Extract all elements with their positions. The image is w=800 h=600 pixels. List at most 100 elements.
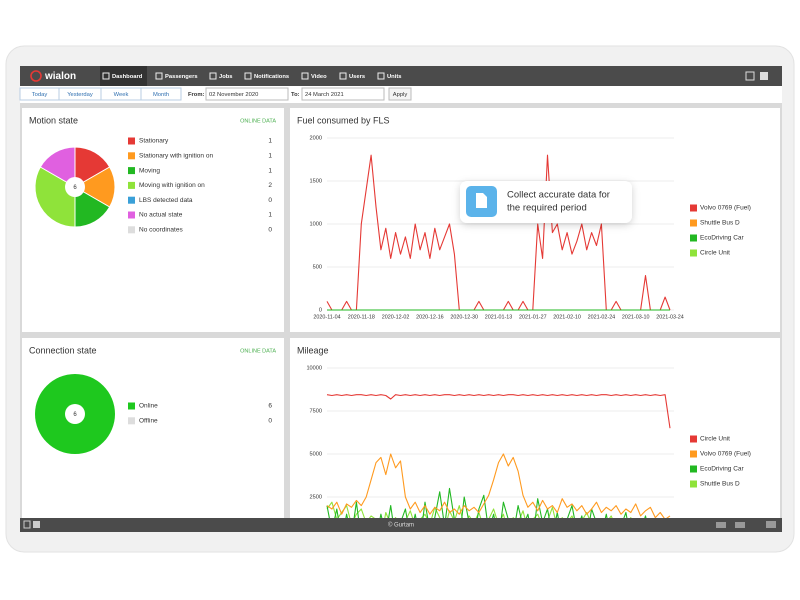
- legend-swatch: [128, 211, 135, 219]
- legend-swatch: [128, 226, 135, 234]
- footer-bar: [20, 518, 782, 532]
- y-tick-label: 500: [313, 264, 322, 270]
- legend-swatch: [690, 219, 697, 227]
- series-line: [326, 453, 671, 518]
- icon: [23, 520, 31, 529]
- y-tick-label: 7500: [310, 408, 322, 414]
- plot: 2500 5000 7500 10000: [306, 365, 674, 518]
- x-tick-label: 2020-11-18: [348, 314, 375, 320]
- nav-items: Dashboard Passengers Jobs Notifications Vide…: [100, 66, 402, 86]
- legend-label: No actual state: [139, 212, 183, 219]
- icon[interactable]: [760, 72, 768, 80]
- footer: © Gurtam: [388, 522, 414, 529]
- icon: [716, 522, 726, 528]
- filter-button-label[interactable]: Month: [153, 92, 169, 98]
- legend-swatch: [690, 204, 697, 212]
- panel-badge: ONLINE DATA: [240, 118, 276, 124]
- legend-label: EcoDriving Car: [700, 466, 745, 473]
- legend-value: 1: [268, 212, 272, 219]
- to-input[interactable]: [301, 87, 385, 101]
- filter-button-label[interactable]: Today: [32, 92, 48, 98]
- legend-value: 0: [268, 418, 272, 425]
- nav-item[interactable]: Users: [349, 74, 365, 80]
- nav-item[interactable]: Video: [311, 74, 327, 80]
- icon[interactable]: [745, 71, 755, 81]
- nav-right-icons: [745, 71, 768, 81]
- nav-item[interactable]: Jobs: [219, 74, 233, 80]
- legend-label: Stationary with ignition on: [139, 153, 213, 160]
- y-tick-label: 2500: [310, 494, 322, 500]
- x-tick-label: 2020-12-16: [416, 314, 444, 320]
- document-icon: [476, 193, 487, 208]
- panel-title: Connection state: [29, 345, 97, 355]
- logo-icon: [30, 70, 42, 82]
- legend-value: 1: [268, 138, 272, 145]
- legend-swatch: [690, 480, 697, 488]
- x-tick-label: 2021-02-24: [588, 314, 616, 320]
- nav-icon[interactable]: [377, 72, 385, 80]
- y-tick-label: 1500: [310, 178, 322, 184]
- nav-item[interactable]: Passengers: [165, 74, 198, 80]
- legend-label: No coordinates: [139, 227, 183, 234]
- legend-value: 1: [268, 167, 272, 174]
- panel-bg: [290, 338, 780, 518]
- legend-value: 0: [268, 227, 272, 234]
- pie-slice: [39, 146, 76, 188]
- filter-button-label[interactable]: Yesterday: [67, 92, 93, 98]
- legend-label: Circle Unit: [700, 436, 730, 443]
- nav-active: [100, 66, 147, 86]
- nav-icon[interactable]: [102, 72, 110, 80]
- nav-icon[interactable]: [209, 72, 217, 80]
- panel-badge: ONLINE DATA: [240, 348, 276, 354]
- legend-label: LBS detected data: [139, 197, 193, 204]
- nav-item[interactable]: Units: [387, 74, 402, 80]
- pie-slice: [34, 166, 76, 228]
- legend-label: Volvo 0769 (Fuel): [700, 451, 751, 458]
- pie-center: [65, 177, 85, 197]
- panel-title: Fuel consumed by FLS: [297, 115, 390, 125]
- y-tick-label: 10000: [306, 365, 322, 371]
- legend-swatch: [128, 417, 135, 425]
- legend-swatch: [128, 167, 135, 175]
- filter-button[interactable]: [140, 87, 182, 101]
- to-value: 24 March 2021: [305, 92, 344, 98]
- legend-label: Shuttle Bus D: [700, 481, 740, 488]
- y-tick-label: 1000: [310, 221, 322, 227]
- legend-swatch: [690, 450, 697, 458]
- pie-total: 6: [73, 412, 77, 418]
- nav-item[interactable]: Notifications: [254, 74, 289, 80]
- legend-value: 2: [268, 182, 272, 189]
- legend-swatch: [128, 137, 135, 145]
- y-tick-label: 2000: [310, 135, 322, 141]
- legend-value: 0: [268, 197, 272, 204]
- x-tick-label: 2021-01-13: [485, 314, 513, 320]
- legend-swatch: [690, 249, 697, 257]
- legend-swatch: [690, 234, 697, 242]
- series-line: [326, 394, 671, 429]
- legend-label: Volvo 0769 (Fuel): [700, 205, 751, 212]
- legend-label: Online: [139, 403, 158, 410]
- panel: Mileage 2500 5000 7500 10000 Circle Unit Volvo…: [290, 338, 780, 518]
- tooltip: [460, 181, 632, 223]
- nav-icon[interactable]: [339, 72, 347, 80]
- legend-label: Stationary: [139, 138, 169, 145]
- nav-icon[interactable]: [155, 72, 163, 80]
- x-tick-label: 2021-03-24: [656, 314, 684, 320]
- filter-button-label[interactable]: Week: [114, 92, 129, 98]
- apply-label[interactable]: Apply: [393, 92, 408, 98]
- nav-item[interactable]: Dashboard: [112, 74, 143, 80]
- legend-label: Offline: [139, 418, 158, 425]
- legend-value: 1: [268, 153, 272, 160]
- nav-icon[interactable]: [301, 72, 309, 80]
- legend-swatch: [690, 435, 697, 443]
- pie-total: 6: [73, 185, 77, 191]
- to-label: To:: [291, 92, 300, 98]
- nav-icon[interactable]: [244, 72, 252, 80]
- apply-button[interactable]: [388, 87, 412, 101]
- panel: Motion state ONLINE DATA Stationary 1 Statio…: [22, 108, 284, 332]
- from-input[interactable]: [205, 87, 289, 101]
- icon: [735, 522, 745, 528]
- legend-label: Moving with ignition on: [139, 182, 205, 189]
